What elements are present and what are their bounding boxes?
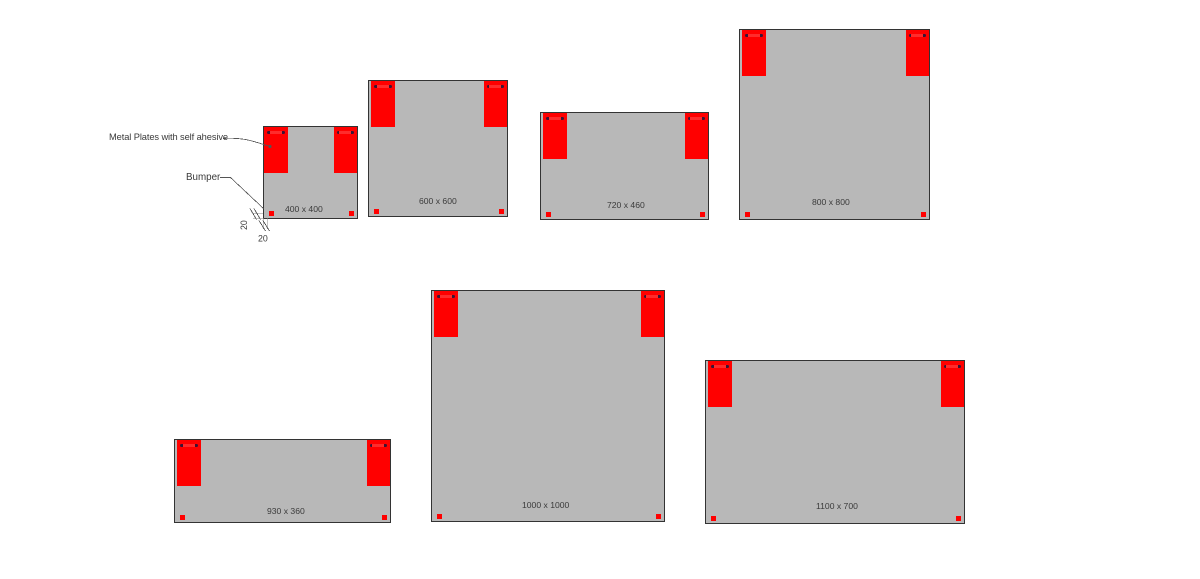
svg-text:20: 20 bbox=[239, 220, 249, 230]
svg-text:20: 20 bbox=[258, 234, 268, 244]
